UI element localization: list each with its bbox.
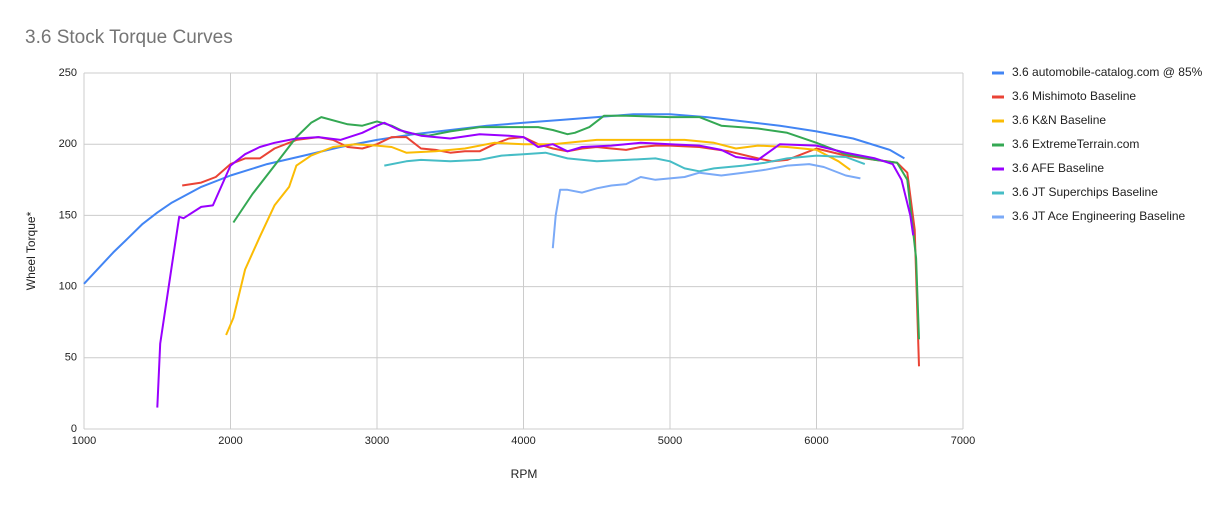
legend-label: 3.6 ExtremeTerrain.com	[1012, 137, 1139, 151]
y-tick-label: 50	[65, 352, 77, 364]
y-axis-title: Wheel Torque*	[24, 211, 38, 290]
x-axis-title: RPM	[511, 467, 538, 481]
x-tick-label: 4000	[511, 435, 535, 447]
y-tick-label: 200	[59, 138, 77, 150]
legend-label: 3.6 K&N Baseline	[1012, 113, 1106, 127]
series-line	[225, 138, 851, 336]
series-line	[83, 113, 905, 285]
series-line	[182, 136, 920, 367]
legend-label: 3.6 AFE Baseline	[1012, 161, 1104, 175]
legend-label: 3.6 Mishimoto Baseline	[1012, 89, 1136, 103]
series-line	[156, 121, 915, 408]
x-tick-label: 3000	[365, 435, 389, 447]
series-line	[551, 163, 861, 249]
y-tick-label: 100	[59, 281, 77, 293]
y-tick-label: 150	[59, 209, 77, 221]
y-tick-label: 250	[59, 67, 77, 79]
series-line	[384, 151, 866, 173]
x-tick-label: 2000	[218, 435, 242, 447]
x-tick-label: 6000	[804, 435, 828, 447]
legend-label: 3.6 automobile-catalog.com @ 85%	[1012, 65, 1203, 79]
legend-label: 3.6 JT Superchips Baseline	[1012, 185, 1158, 199]
x-tick-label: 1000	[72, 435, 96, 447]
chart-title: 3.6 Stock Torque Curves	[25, 27, 233, 48]
legend-label: 3.6 JT Ace Engineering Baseline	[1012, 209, 1186, 223]
x-tick-label: 5000	[658, 435, 682, 447]
x-tick-label: 7000	[951, 435, 975, 447]
y-tick-label: 0	[71, 423, 77, 435]
